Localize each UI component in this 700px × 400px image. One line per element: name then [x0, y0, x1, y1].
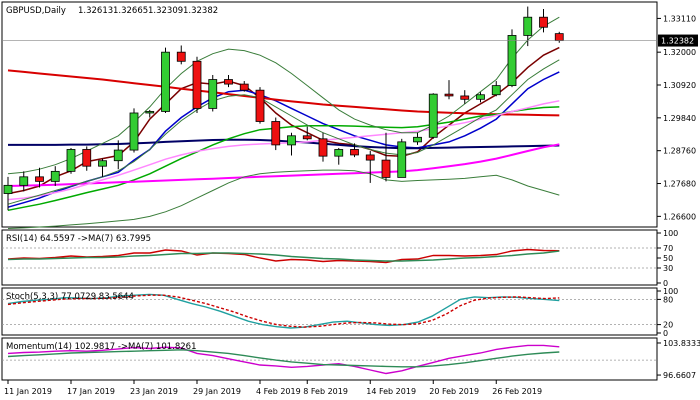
stoch-tick-label: 0	[663, 329, 668, 338]
candle-body	[50, 170, 60, 182]
candle-body	[271, 121, 281, 146]
time-tick-label: 4 Feb 2019	[256, 387, 301, 396]
rsi-tick-label: 100	[663, 229, 678, 238]
high-value: 1.32665	[113, 6, 148, 16]
candle-body	[35, 176, 44, 182]
price-pane-frame	[1, 1, 658, 228]
candle-body	[192, 60, 202, 109]
candle-body	[19, 176, 29, 186]
time-tick-label: 17 Jan 2019	[67, 387, 115, 396]
candle-body	[161, 51, 170, 112]
rsi-tick-label: 30	[663, 264, 673, 273]
candle-body	[381, 159, 391, 178]
current-price-label: 1.32382	[661, 37, 694, 46]
time-tick-label: 29 Jan 2019	[193, 387, 241, 396]
candle-body	[460, 95, 470, 100]
price-indicator-lines	[7, 16, 560, 229]
price-indicator-line	[7, 16, 560, 175]
stoch-tick-label: 100	[663, 287, 678, 296]
time-axis: 11 Jan 2019 17 Jan 2019 23 Jan 2019 29 Jan …	[4, 380, 542, 396]
candle-body	[413, 136, 422, 143]
price-tick-label: 1.29840	[663, 114, 696, 123]
time-tick-label: 11 Jan 2019	[4, 387, 52, 396]
price-tick-label: 1.32000	[663, 48, 696, 57]
time-tick-label: 20 Feb 2019	[429, 387, 479, 396]
time-tick-label: 26 Feb 2019	[492, 387, 542, 396]
current-price-box	[658, 34, 698, 47]
rsi-series-line	[7, 250, 560, 262]
candle-body	[145, 111, 155, 114]
price-indicator-line	[7, 143, 560, 187]
candle-body	[554, 33, 564, 42]
price-indicator-line	[7, 106, 560, 212]
price-indicator-line	[7, 69, 560, 117]
candle-body	[302, 135, 312, 140]
candle-body	[476, 94, 485, 100]
stoch-series-line	[7, 294, 560, 328]
candle-body	[397, 141, 407, 178]
momentum-series-line	[7, 349, 560, 368]
stoch-label: Stoch(5,3,3) 77.0729 83.5644	[6, 292, 134, 302]
price-axis: 1.33110 1.32000 1.30920 1.29840 1.28760 1.276…	[657, 14, 696, 221]
candle-body	[113, 149, 123, 162]
stoch-pane-frame	[1, 287, 658, 336]
rsi-tick-label: 0	[663, 279, 668, 288]
rsi-label: RSI(14) 64.5597 ->MA(7) 63.7995	[6, 234, 151, 244]
low-value: 1.32309	[148, 6, 183, 16]
time-tick-label: 23 Jan 2019	[130, 387, 178, 396]
stoch-tick-label: 20	[663, 321, 673, 330]
momentum-tick-label: 103.8333	[663, 339, 700, 348]
close-value: 1.32382	[183, 6, 218, 16]
price-tick-label: 1.26600	[663, 212, 696, 221]
symbol-label: GBPUSD,Daily	[6, 6, 66, 16]
price-tick-label: 1.28760	[663, 147, 696, 156]
price-indicator-line	[7, 46, 560, 195]
candle-body	[287, 135, 296, 146]
price-header: GBPUSD,Daily 1.32613 1.32665 1.32309 1.3…	[6, 6, 218, 16]
candle-body	[98, 160, 107, 167]
candle-body	[491, 85, 501, 96]
price-tick-label: 1.30920	[663, 81, 696, 90]
open-value: 1.32613	[78, 6, 113, 16]
momentum-series-line	[7, 344, 560, 375]
candle-body	[350, 149, 359, 156]
candle-body	[523, 16, 533, 36]
candle-body	[428, 93, 438, 138]
candle-body	[208, 79, 218, 109]
rsi-tick-label: 50	[663, 254, 673, 263]
candle-body	[334, 149, 344, 157]
momentum-pane-frame	[1, 337, 658, 381]
candle-body	[255, 89, 265, 122]
price-indicator-line	[7, 169, 560, 229]
momentum-pane: 103.8333 96.6607	[2, 339, 700, 380]
candle-body	[224, 79, 233, 85]
price-tick-label: 1.27680	[663, 180, 696, 189]
candle-body	[539, 16, 548, 28]
time-tick-label: 14 Feb 2019	[366, 387, 416, 396]
candle-body	[239, 83, 249, 91]
candle-body	[176, 51, 186, 62]
candle-body	[82, 149, 92, 167]
momentum-label: Momentum(14) 102.9817 ->MA(7) 101.8261	[6, 342, 196, 352]
candle-body	[444, 93, 454, 97]
candle-body	[3, 184, 13, 194]
candle-body	[66, 149, 76, 172]
rsi-tick-label: 70	[663, 244, 673, 253]
price-indicator-line	[7, 59, 560, 205]
price-tick-label: 1.33110	[663, 14, 696, 23]
time-tick-label: 8 Feb 2019	[303, 387, 348, 396]
momentum-tick-label: 96.6607	[663, 371, 696, 380]
rsi-series-line	[7, 248, 560, 264]
candle-body	[318, 138, 328, 157]
candle-body	[365, 154, 375, 161]
candle-body	[507, 35, 517, 87]
candle-body	[129, 112, 139, 151]
price-indicator-line	[7, 100, 560, 201]
stoch-tick-label: 80	[663, 295, 673, 304]
candlesticks	[3, 6, 564, 211]
